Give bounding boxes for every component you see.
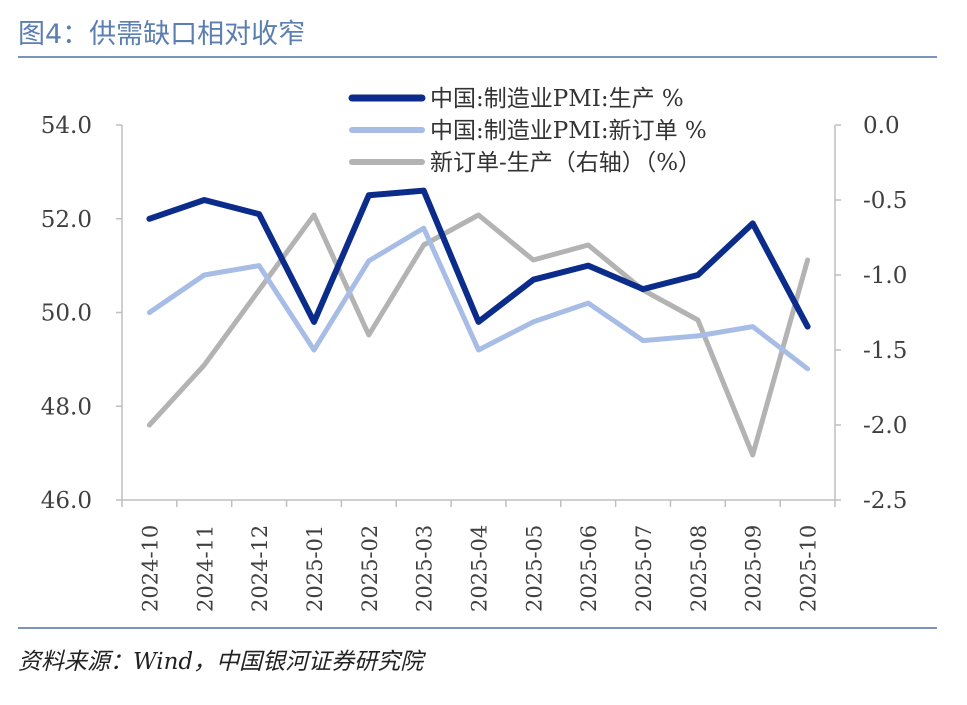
x-tick-label: 2024-10 [138, 525, 162, 612]
legend-label: 中国:制造业PMI:生产 % [430, 86, 684, 112]
legend-label: 中国:制造业PMI:新订单 % [430, 118, 707, 144]
legend-label: 新订单-生产（右轴）（%） [430, 150, 701, 176]
x-tick-label: 2025-02 [358, 525, 382, 612]
x-tick-label: 2024-12 [248, 525, 272, 612]
x-tick-label: 2025-06 [577, 525, 601, 612]
y-right-tick-label: -2.5 [863, 488, 907, 514]
y-left-tick-label: 48.0 [41, 394, 92, 420]
x-tick-label: 2025-09 [742, 525, 766, 612]
y-left-tick-label: 50.0 [41, 301, 92, 327]
source-note: 资料来源：Wind，中国银河证券研究院 [18, 649, 424, 675]
series-line [146, 225, 811, 372]
x-tick-label: 2024-11 [193, 525, 217, 612]
y-right-tick-label: -2.0 [863, 413, 907, 439]
x-tick-label: 2025-05 [522, 525, 546, 612]
x-tick-label: 2025-01 [303, 525, 327, 612]
legend: 中国:制造业PMI:生产 % 中国:制造业PMI:新订单 % 新订单-生产（右轴）（… [348, 86, 707, 176]
bottom-rule [18, 627, 937, 629]
x-tick-label: 2025-08 [687, 525, 711, 612]
series-line [146, 212, 811, 458]
y-right-tick-label: -1.0 [863, 263, 907, 289]
series-line [146, 187, 811, 330]
x-tick-label: 2025-04 [468, 525, 492, 612]
x-tick-label: 2025-03 [413, 525, 437, 612]
x-tick-label: 2025-07 [632, 525, 656, 612]
figure-title: 图4：供需缺口相对收窄 [18, 19, 306, 50]
y-left-tick-label: 52.0 [41, 207, 92, 233]
series-layer [146, 187, 811, 458]
y-right-tick-label: -1.5 [863, 338, 907, 364]
chart-axes: 54.0 52.0 50.0 48.0 46.0 0.0 -0.5 -1.0 -1.5 -2.0 -… [41, 113, 908, 612]
y-right-tick-label: -0.5 [863, 188, 907, 214]
y-left-tick-label: 54.0 [41, 113, 92, 139]
y-left-tick-label: 46.0 [41, 488, 92, 514]
y-right-tick-label: 0.0 [863, 113, 900, 139]
top-rule [18, 56, 937, 58]
x-tick-label: 2025-10 [797, 525, 821, 612]
